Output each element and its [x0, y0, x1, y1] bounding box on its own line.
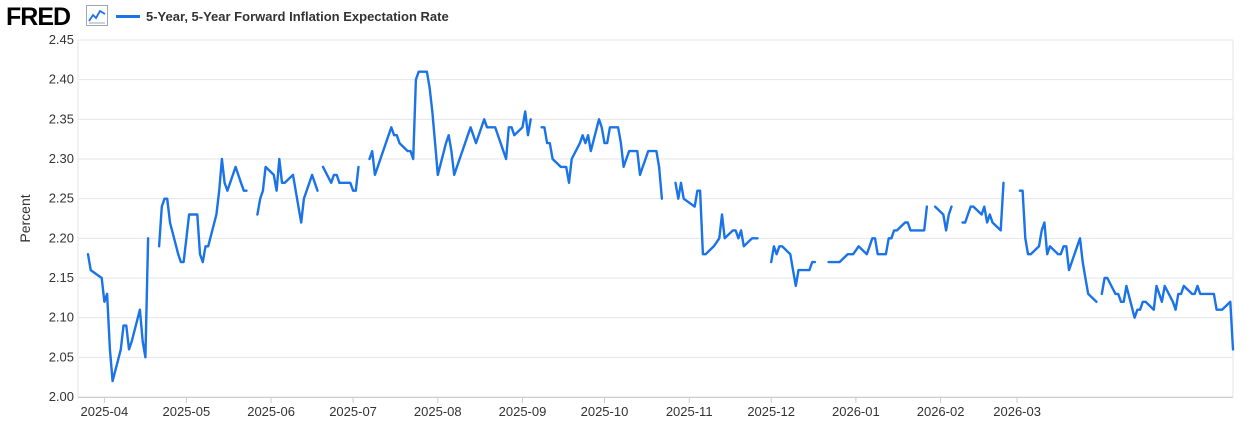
series-segment	[827, 205, 929, 264]
series-segment	[770, 245, 817, 288]
legend-label: 5-Year, 5-Year Forward Inflation Expecta…	[146, 8, 449, 24]
x-tick-label: 2025-04	[81, 404, 129, 419]
x-tick-label: 2025-10	[581, 404, 629, 419]
series-segment	[256, 157, 319, 224]
series-segment	[1100, 276, 1235, 351]
series-segment	[157, 157, 248, 264]
x-tick-label: 2026-01	[832, 404, 880, 419]
line-chart-icon	[86, 5, 108, 26]
y-tick-label: 2.20	[49, 230, 74, 245]
y-tick-label: 2.35	[49, 111, 74, 126]
series-segment	[961, 181, 1005, 232]
legend-swatch	[116, 14, 140, 18]
x-tick-label: 2025-12	[747, 404, 795, 419]
y-tick-label: 2.45	[49, 32, 74, 47]
x-tick-label: 2025-08	[414, 404, 462, 419]
series-segment	[86, 237, 150, 383]
y-tick-label: 2.00	[49, 389, 74, 404]
chart-header: FRED 5-Year, 5-Year Forward Inflation Ex…	[0, 0, 1247, 32]
y-tick-label: 2.05	[49, 349, 74, 364]
series-segment	[368, 70, 532, 177]
y-axis: 2.00 2.05 2.10 2.15 2.20 2.25 2.30 2.35 2.40 2.45	[49, 32, 74, 404]
y-tick-label: 2.40	[49, 72, 74, 87]
x-tick-label: 2025-06	[247, 404, 295, 419]
legend[interactable]: 5-Year, 5-Year Forward Inflation Expecta…	[116, 8, 449, 24]
x-tick-label: 2025-05	[163, 404, 211, 419]
y-tick-label: 2.30	[49, 151, 74, 166]
series-line	[86, 70, 1235, 383]
fred-logo[interactable]: FRED	[6, 3, 71, 31]
x-tick-label: 2026-03	[993, 404, 1041, 419]
series-segment	[1018, 189, 1098, 303]
y-tick-label: 2.15	[49, 270, 74, 285]
series-segment	[540, 118, 664, 200]
x-axis: 2025-04 2025-05 2025-06 2025-07 2025-08 2025-…	[81, 397, 1041, 419]
y-axis-title: Percent	[17, 194, 33, 242]
x-tick-label: 2026-02	[917, 404, 965, 419]
x-tick-label: 2025-09	[499, 404, 547, 419]
x-tick-label: 2025-07	[329, 404, 377, 419]
series-segment	[933, 205, 953, 232]
series-segment	[674, 181, 759, 256]
x-tick-label: 2025-11	[666, 404, 713, 419]
series-segment	[321, 165, 360, 192]
grid	[77, 39, 1234, 398]
y-tick-label: 2.25	[49, 191, 74, 206]
y-tick-label: 2.10	[49, 310, 74, 325]
